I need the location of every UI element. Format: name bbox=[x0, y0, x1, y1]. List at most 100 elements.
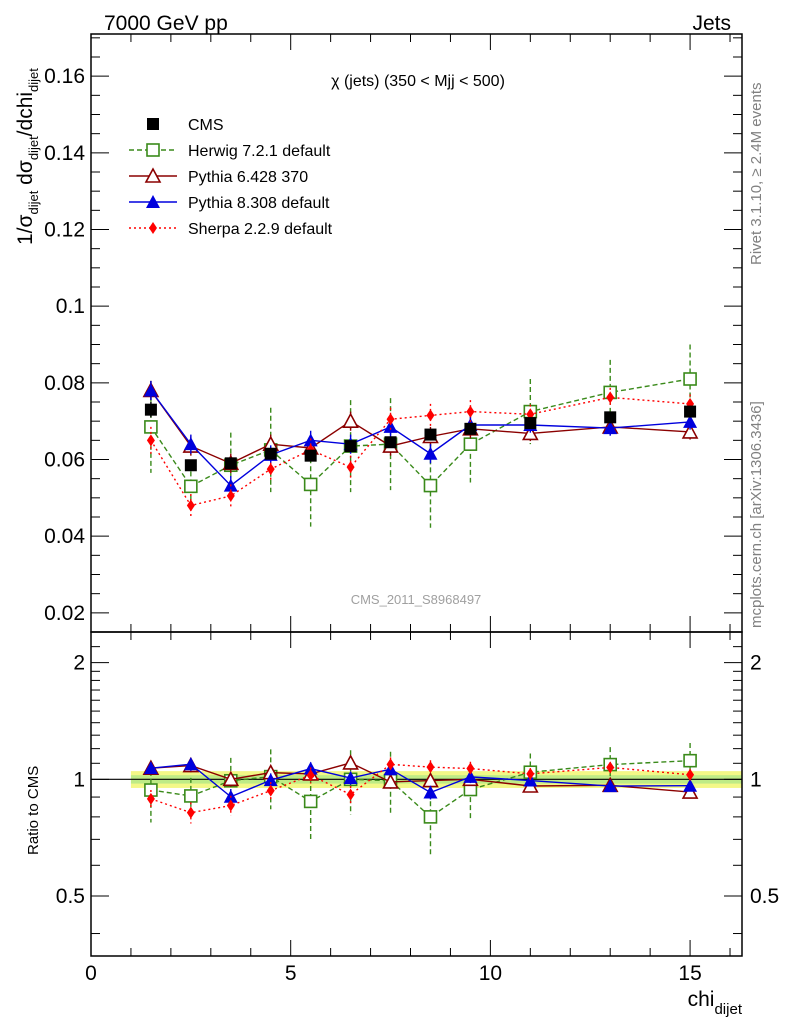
legend-label-pythia-8-308-default: Pythia 8.308 default bbox=[188, 195, 330, 212]
legend: CMS Herwig 7.2.1 default Pythia 6.428 370 P… bbox=[129, 117, 333, 238]
axes: 0 5 10 15 0.02 0.04 0.06 0.08 0.1 0.12 0.14 0.16 0.5… bbox=[44, 33, 779, 985]
data-point-herwig-7-2-1-default bbox=[303, 477, 318, 492]
ratio-band bbox=[91, 771, 742, 788]
data-point-sherpa-2-2-9-default bbox=[146, 434, 155, 447]
data-point-pythia-8-308-default bbox=[683, 414, 698, 428]
series-line-herwig-7-2-1-default bbox=[150, 378, 691, 488]
legend-label-pythia-6-428-370: Pythia 6.428 370 bbox=[188, 169, 308, 186]
ratio-panel-frame bbox=[90, 631, 743, 957]
legend-label-herwig-7-2-1-default: Herwig 7.2.1 default bbox=[188, 143, 331, 160]
ratio-point-herwig-7-2-1-default bbox=[683, 753, 697, 768]
y-tick-label: 0.12 bbox=[44, 219, 85, 242]
y-tick-label: 0.1 bbox=[56, 295, 85, 318]
data-point-sherpa-2-2-9-default bbox=[426, 409, 435, 422]
data-point-sherpa-2-2-9-default bbox=[226, 489, 235, 502]
ratio-point-herwig-7-2-1-default bbox=[423, 810, 438, 824]
ratio-point-sherpa-2-2-9-default bbox=[306, 769, 315, 782]
ratio-point-sherpa-2-2-9-default bbox=[426, 761, 435, 774]
ratio-line-sherpa-2-2-9-default bbox=[150, 763, 691, 814]
x-tick-label: 15 bbox=[678, 962, 701, 985]
data-point-pythia-8-308-default bbox=[603, 421, 618, 435]
ratio-tick-label: 1 bbox=[750, 768, 762, 791]
data-point-cms bbox=[304, 449, 317, 462]
data-point-cms bbox=[464, 422, 477, 435]
data-point-pythia-6-428-370 bbox=[342, 412, 359, 428]
ratio-point-pythia-8-308-default bbox=[183, 757, 198, 771]
ratio-point-pythia-8-308-default bbox=[463, 769, 478, 783]
ratio-y-axis-label: Ratio to CMS bbox=[25, 766, 42, 855]
y-tick-label: 0.14 bbox=[44, 142, 85, 165]
legend-marker-sherpa-2-2-9-default bbox=[149, 222, 157, 234]
ratio-point-sherpa-2-2-9-default bbox=[346, 788, 355, 801]
x-axis-label: chidijet bbox=[688, 988, 743, 1018]
watermark: CMS_2011_S8968497 bbox=[351, 592, 482, 607]
ratio-point-pythia-6-428-370 bbox=[222, 770, 240, 787]
data-point-cms bbox=[184, 459, 197, 472]
ratio-line-pythia-8-308-default bbox=[150, 763, 691, 798]
series-layer bbox=[142, 344, 699, 528]
legend-marker-pythia-8-308-default bbox=[146, 195, 160, 208]
data-point-pythia-8-308-default bbox=[143, 383, 158, 397]
x-tick-label: 10 bbox=[479, 962, 502, 985]
ratio-tick-label: 0.5 bbox=[56, 885, 85, 908]
series-line-sherpa-2-2-9-default bbox=[150, 396, 691, 507]
ratio-point-herwig-7-2-1-default bbox=[303, 794, 318, 809]
data-point-pythia-6-428-370 bbox=[521, 424, 539, 441]
y-tick-label: 0.02 bbox=[44, 602, 85, 625]
data-point-sherpa-2-2-9-default bbox=[186, 499, 195, 512]
data-point-pythia-8-308-default bbox=[183, 437, 198, 451]
data-point-herwig-7-2-1-default bbox=[184, 479, 198, 494]
mcplots-label: mcplots.cern.ch [arXiv:1306.3436] bbox=[748, 401, 765, 628]
series-line-pythia-6-428-370 bbox=[150, 390, 691, 465]
legend-marker-pythia-6-428-370 bbox=[144, 167, 162, 183]
ratio-point-sherpa-2-2-9-default bbox=[386, 758, 395, 771]
data-point-herwig-7-2-1-default bbox=[683, 372, 697, 386]
ratio-point-pythia-8-308-default bbox=[683, 778, 698, 792]
ratio-point-pythia-6-428-370 bbox=[342, 754, 359, 770]
data-point-pythia-8-308-default bbox=[423, 446, 438, 460]
ratio-tick-label: 0.5 bbox=[750, 885, 779, 908]
rivet-label: Rivet 3.1.10, ≥ 2.4M events bbox=[748, 83, 765, 266]
legend-label-sherpa-2-2-9-default: Sherpa 2.2.9 default bbox=[188, 221, 333, 238]
data-point-pythia-8-308-default bbox=[383, 419, 398, 433]
ratio-point-sherpa-2-2-9-default bbox=[226, 799, 235, 812]
data-point-herwig-7-2-1-default bbox=[423, 478, 438, 493]
series-line-pythia-8-308-default bbox=[150, 390, 691, 487]
ratio-line-pythia-6-428-370 bbox=[150, 762, 691, 793]
data-point-herwig-7-2-1-default bbox=[463, 437, 478, 451]
data-point-cms bbox=[264, 447, 277, 460]
y-tick-label: 0.04 bbox=[44, 525, 85, 548]
data-point-sherpa-2-2-9-default bbox=[346, 461, 355, 474]
y-tick-label: 0.08 bbox=[44, 372, 85, 395]
chart-title: χ (jets) (350 < Mjj < 500) bbox=[331, 73, 505, 90]
header-right: Jets bbox=[692, 12, 731, 35]
legend-label-cms: CMS bbox=[188, 117, 224, 134]
ratio-tick-label: 1 bbox=[73, 768, 85, 791]
data-point-pythia-6-428-370 bbox=[681, 423, 699, 439]
ratio-tick-label: 2 bbox=[73, 652, 85, 675]
x-tick-label: 5 bbox=[285, 962, 297, 985]
ratio-point-pythia-8-308-default bbox=[603, 779, 618, 793]
ratio-point-pythia-8-308-default bbox=[523, 773, 538, 787]
ratio-point-pythia-8-308-default bbox=[423, 785, 438, 799]
header-left: 7000 GeV pp bbox=[104, 12, 228, 35]
ratio-point-sherpa-2-2-9-default bbox=[466, 762, 475, 775]
data-point-cms bbox=[224, 457, 237, 470]
data-point-sherpa-2-2-9-default bbox=[606, 391, 615, 404]
data-point-cms bbox=[684, 405, 697, 418]
ratio-tick-label: 2 bbox=[750, 652, 762, 675]
data-point-sherpa-2-2-9-default bbox=[466, 405, 475, 418]
y-tick-label: 0.06 bbox=[44, 449, 85, 472]
data-point-sherpa-2-2-9-default bbox=[386, 413, 395, 426]
ratio-point-pythia-6-428-370 bbox=[382, 773, 399, 789]
data-point-cms bbox=[344, 440, 357, 453]
data-point-cms bbox=[524, 417, 537, 430]
ratio-point-sherpa-2-2-9-default bbox=[526, 767, 535, 780]
ratio-point-sherpa-2-2-9-default bbox=[146, 792, 155, 805]
data-point-cms bbox=[424, 428, 437, 441]
y-axis-label: 1/σdijet dσdijet/dchidijet bbox=[14, 68, 41, 245]
ratio-point-pythia-8-308-default bbox=[143, 761, 158, 775]
ratio-point-sherpa-2-2-9-default bbox=[266, 784, 275, 797]
ratio-point-pythia-8-308-default bbox=[343, 771, 358, 785]
